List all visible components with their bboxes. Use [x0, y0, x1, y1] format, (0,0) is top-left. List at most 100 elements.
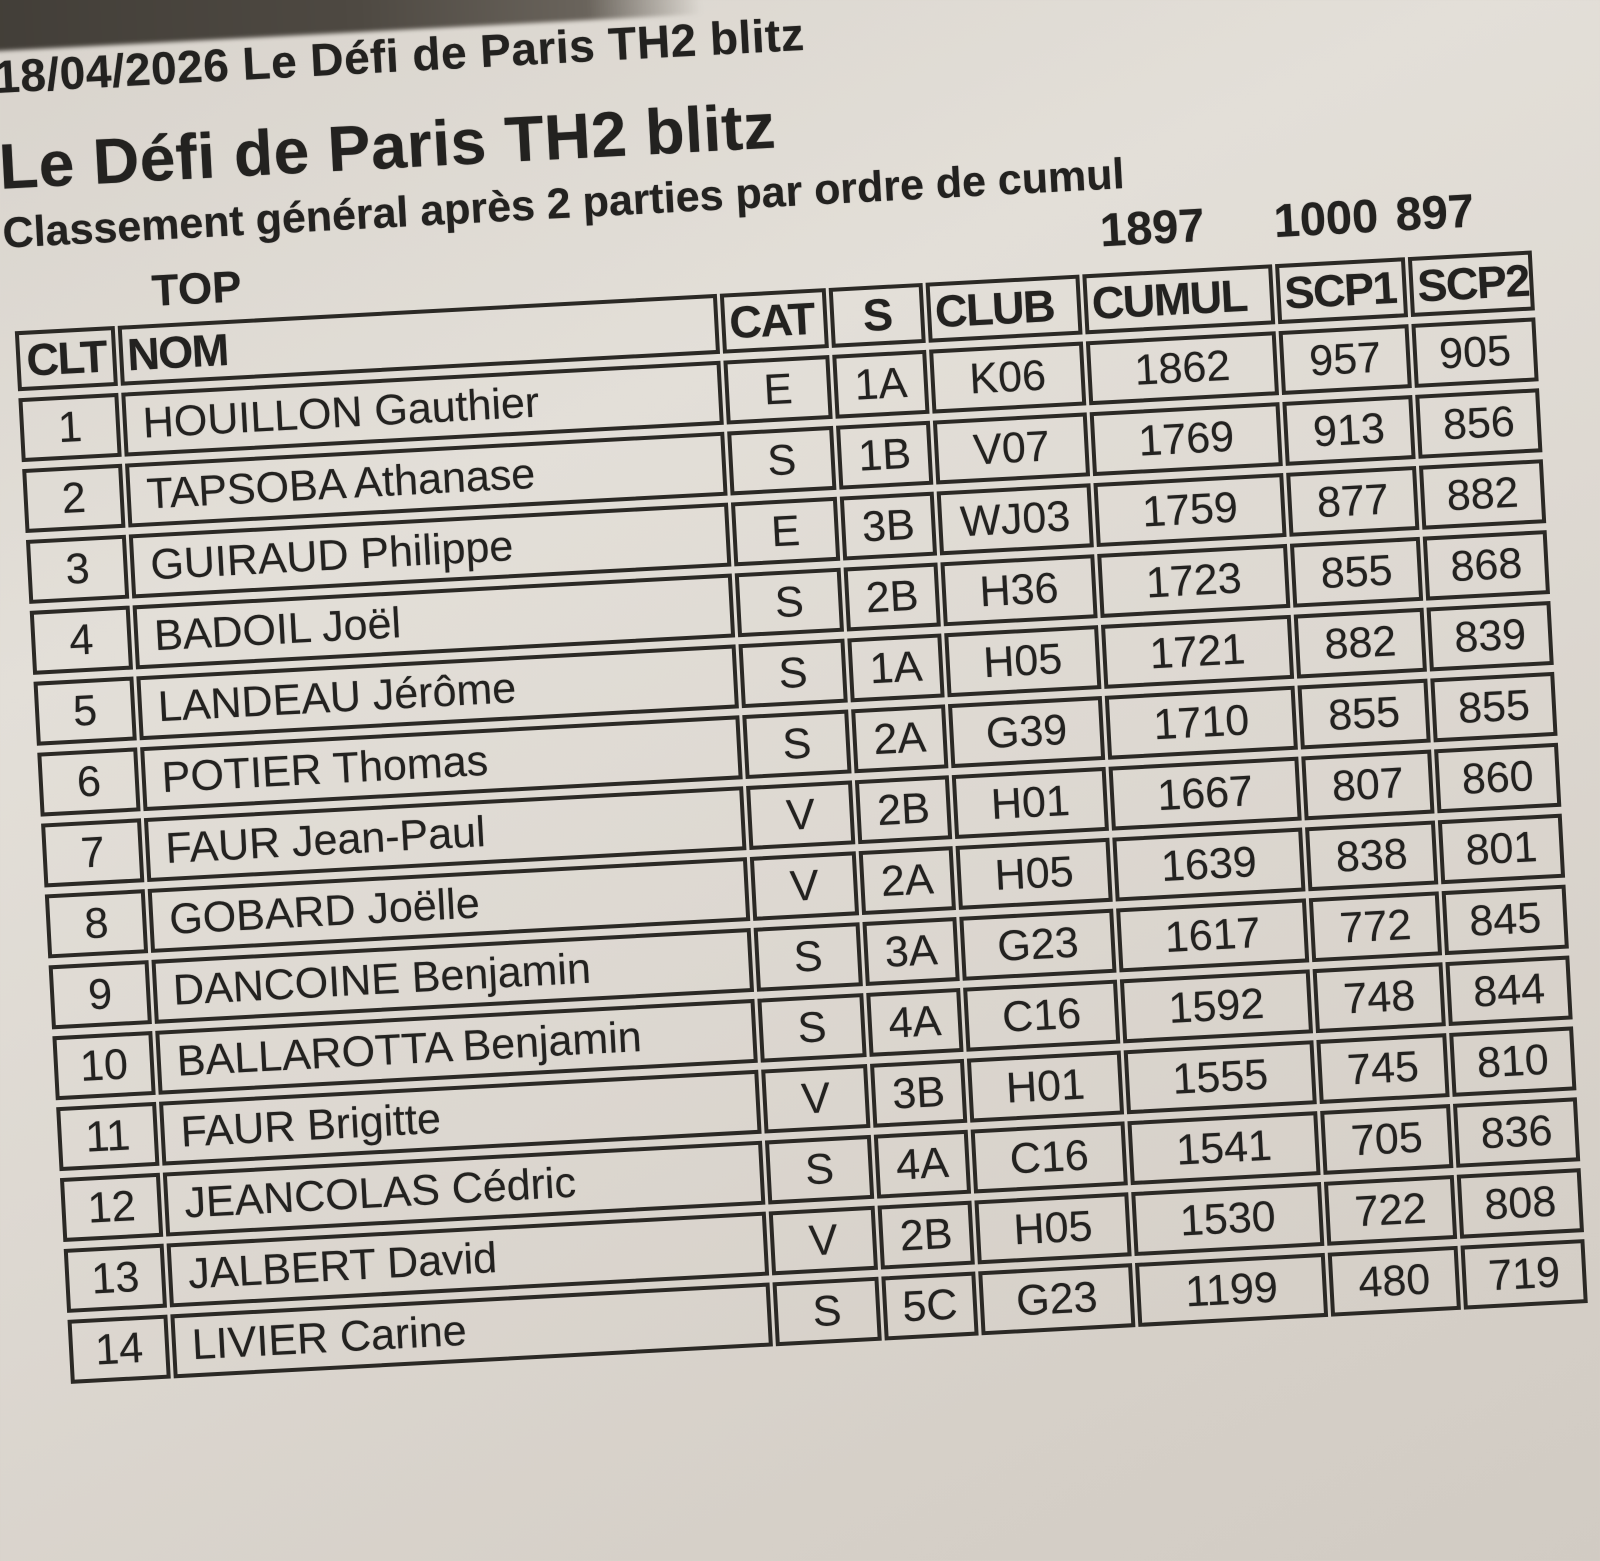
- cell-club: G23: [978, 1263, 1136, 1336]
- cell-category: S: [764, 1134, 875, 1205]
- cell-rank: 9: [48, 960, 152, 1030]
- cell-category: S: [727, 425, 837, 496]
- column-header-club: CLUB: [925, 274, 1083, 343]
- cell-scp2: 801: [1437, 813, 1566, 885]
- cell-scp2: 810: [1449, 1026, 1577, 1097]
- cell-scp1: 957: [1278, 324, 1412, 395]
- cell-scp1: 882: [1293, 607, 1427, 679]
- cell-cumul: 1530: [1131, 1182, 1325, 1257]
- cell-club: G39: [947, 695, 1106, 769]
- cell-category: V: [768, 1205, 878, 1276]
- cell-scp1: 877: [1286, 465, 1420, 537]
- column-header-s: S: [828, 282, 926, 348]
- cell-scp1: 748: [1312, 962, 1446, 1034]
- cell-club: H05: [974, 1192, 1132, 1265]
- cell-scp2: 882: [1418, 459, 1547, 530]
- cell-club: H05: [944, 625, 1102, 698]
- cell-scp2: 856: [1415, 388, 1543, 459]
- column-header-cumul: CUMUL: [1082, 264, 1276, 335]
- cell-rank: 7: [41, 818, 145, 888]
- ranking-table-body: 1 HOUILLON Gauthier E 1A K06 1862 957 90…: [18, 317, 1588, 1384]
- cell-series: 1B: [836, 420, 934, 490]
- cell-rank: 13: [63, 1243, 167, 1313]
- cell-cumul: 1769: [1089, 402, 1283, 477]
- cell-category: V: [761, 1064, 871, 1134]
- cell-category: V: [749, 851, 860, 921]
- cell-scp1: 913: [1282, 395, 1416, 466]
- cell-rank: 11: [56, 1101, 160, 1172]
- cell-scp1: 705: [1320, 1104, 1454, 1175]
- cell-series: 1A: [847, 633, 945, 703]
- cell-category: S: [753, 922, 863, 992]
- cell-rank: 4: [29, 605, 133, 675]
- cell-club: C16: [970, 1121, 1128, 1194]
- cell-series: 2A: [851, 704, 949, 774]
- cell-series: 2B: [854, 775, 953, 845]
- cell-cumul: 1617: [1116, 898, 1310, 973]
- cell-club: C16: [963, 979, 1121, 1052]
- cell-scp1: 745: [1316, 1033, 1450, 1104]
- cell-club: H01: [951, 766, 1109, 839]
- cell-cumul: 1759: [1093, 473, 1287, 548]
- cell-rank: 3: [25, 534, 130, 604]
- cell-cumul: 1555: [1123, 1040, 1317, 1115]
- cell-scp2: 855: [1430, 671, 1558, 743]
- cell-club: V07: [932, 412, 1091, 485]
- cell-scp2: 844: [1445, 955, 1573, 1026]
- cell-series: 2B: [843, 562, 941, 632]
- cell-scp2: 719: [1460, 1239, 1588, 1310]
- cell-scp2: 860: [1434, 742, 1562, 814]
- cell-scp1: 772: [1308, 891, 1443, 963]
- cell-cumul: 1721: [1100, 614, 1295, 689]
- top-scp1-value: 1000: [1272, 188, 1380, 248]
- cell-series: 3B: [839, 491, 938, 561]
- cell-series: 2A: [858, 846, 956, 916]
- cell-scp1: 838: [1305, 820, 1439, 892]
- cell-series: 3A: [862, 917, 960, 986]
- cell-scp1: 480: [1327, 1245, 1461, 1317]
- cell-rank: 14: [67, 1314, 171, 1384]
- cell-club: H05: [955, 837, 1113, 910]
- cell-category: S: [738, 638, 848, 709]
- cell-scp2: 836: [1452, 1097, 1581, 1168]
- paper-sheet: 18/04/2026 Le Défi de Paris TH2 blitz Le…: [0, 8, 1591, 1391]
- cell-category: S: [734, 567, 844, 638]
- cell-cumul: 1639: [1112, 827, 1306, 902]
- cell-cumul: 1862: [1085, 331, 1280, 406]
- cell-scp1: 855: [1297, 678, 1431, 750]
- cell-rank: 2: [22, 463, 126, 534]
- cell-cumul: 1592: [1119, 969, 1314, 1044]
- cell-scp2: 868: [1422, 530, 1550, 601]
- cell-scp2: 845: [1441, 884, 1569, 956]
- cell-cumul: 1723: [1097, 543, 1291, 618]
- cell-rank: 1: [18, 392, 122, 463]
- column-header-scp2: SCP2: [1407, 250, 1535, 317]
- cell-cumul: 1710: [1104, 685, 1298, 760]
- cell-series: 4A: [866, 987, 964, 1057]
- cell-cumul: 1667: [1108, 756, 1302, 831]
- cell-series: 1A: [832, 349, 930, 419]
- cell-scp1: 722: [1323, 1174, 1458, 1246]
- cell-category: E: [723, 355, 833, 425]
- cell-scp1: 807: [1301, 749, 1435, 821]
- cell-rank: 6: [37, 747, 141, 817]
- cell-category: S: [742, 709, 852, 780]
- cell-category: V: [746, 780, 856, 850]
- top-scp2-value: 897: [1394, 183, 1476, 241]
- cell-club: G23: [959, 908, 1117, 981]
- cell-rank: 10: [52, 1030, 156, 1101]
- column-header-clt: CLT: [14, 325, 118, 392]
- cell-scp2: 839: [1426, 600, 1554, 672]
- cell-club: K06: [929, 341, 1087, 414]
- ranking-table: CLT NOM CAT S CLUB CUMUL SCP1 SCP2 1 HOU…: [11, 243, 1591, 1391]
- cell-series: 3B: [870, 1058, 968, 1128]
- top-cumul-value: 1897: [1098, 197, 1206, 257]
- cell-cumul: 1541: [1127, 1111, 1321, 1186]
- cell-rank: 12: [59, 1172, 164, 1243]
- cell-scp2: 905: [1411, 317, 1539, 388]
- cell-category: E: [730, 496, 841, 567]
- column-header-scp1: SCP1: [1275, 257, 1409, 325]
- cell-club: H36: [940, 554, 1098, 627]
- cell-rank: 8: [44, 889, 149, 959]
